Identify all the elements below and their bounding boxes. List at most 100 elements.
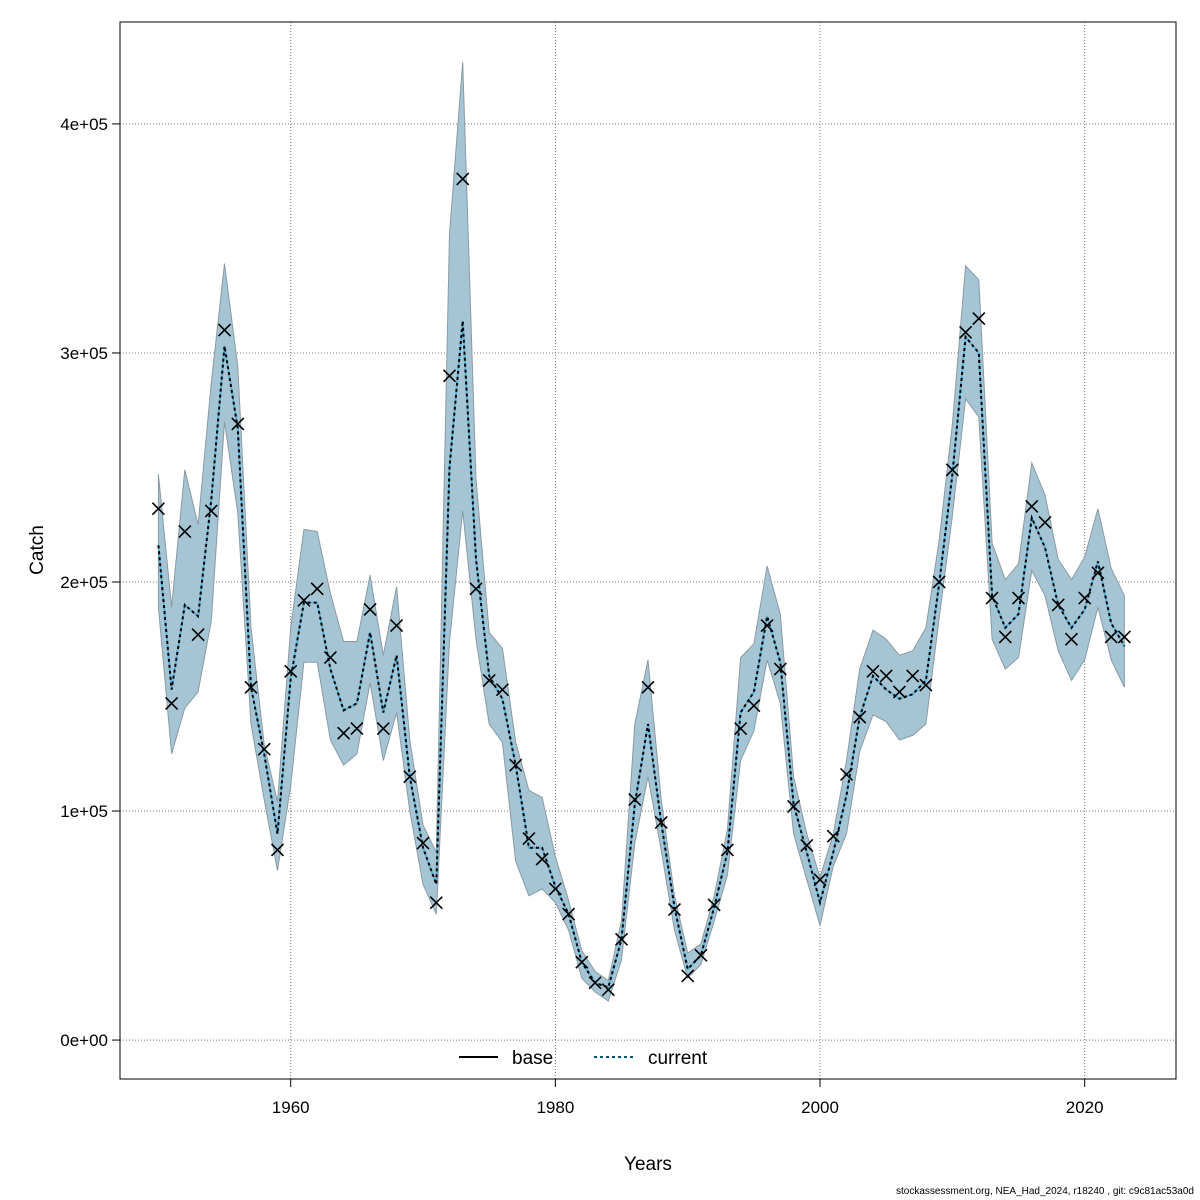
cross-stroke (495, 683, 510, 697)
observed-point (839, 767, 854, 781)
observed-point (495, 683, 510, 697)
cross-stroke (760, 618, 774, 633)
cross-stroke (628, 793, 642, 807)
cross-stroke (747, 699, 761, 713)
cross-stroke (654, 815, 668, 830)
observed-point (879, 669, 893, 683)
observed-point (482, 673, 496, 688)
cross-stroke (456, 172, 470, 186)
observed-point (178, 525, 192, 539)
cross-stroke (800, 838, 814, 852)
cross-stroke (694, 948, 708, 962)
cross-stroke (826, 829, 840, 843)
cross-stroke (363, 602, 377, 617)
observed-point (959, 325, 973, 339)
grid (120, 22, 1176, 1079)
cross-stroke (469, 582, 483, 596)
observed-point (892, 685, 906, 699)
cross-stroke (323, 651, 337, 665)
cross-stroke (1091, 566, 1105, 580)
observed-point (191, 628, 205, 642)
observed-point (284, 664, 298, 678)
observed-point (297, 593, 311, 607)
cross-stroke (522, 831, 536, 846)
observed-markers (151, 172, 1131, 997)
observed-point (747, 699, 761, 713)
observed-point (628, 793, 642, 807)
x-axis-label: Years (624, 1154, 672, 1175)
cross-stroke (734, 722, 748, 736)
observed-point (1078, 591, 1092, 605)
observed-point (853, 710, 867, 724)
cross-stroke (866, 664, 880, 678)
cross-stroke (191, 628, 205, 642)
observed-point (442, 369, 457, 383)
observed-point (654, 815, 668, 830)
cross-stroke (562, 907, 576, 921)
x-tick-label: 2020 (1066, 1098, 1104, 1117)
cross-stroke (165, 696, 179, 710)
observed-point (310, 582, 324, 596)
observed-point (932, 575, 946, 589)
cross-stroke (297, 593, 311, 607)
cross-stroke (839, 767, 854, 781)
observed-point (866, 664, 880, 678)
observed-point (1025, 499, 1039, 513)
observed-point (270, 843, 285, 857)
observed-point (614, 932, 629, 946)
cross-stroke (482, 673, 496, 688)
cross-stroke (1038, 515, 1052, 530)
observed-point (1104, 630, 1118, 644)
cross-stroke (945, 463, 959, 477)
cross-stroke (442, 369, 457, 383)
observed-point (919, 678, 933, 692)
observed-point (535, 852, 549, 866)
cross-stroke (959, 325, 973, 339)
legend-base-label: base (512, 1048, 553, 1069)
cross-stroke (985, 591, 999, 605)
cross-stroke (932, 575, 946, 589)
observed-point (985, 591, 999, 605)
observed-point (509, 758, 523, 772)
observed-point (456, 172, 470, 186)
observed-point (151, 502, 165, 516)
observed-point (403, 770, 417, 784)
observed-point (522, 831, 536, 846)
observed-point (217, 323, 232, 337)
cross-stroke (548, 882, 562, 896)
cross-stroke (535, 852, 549, 866)
cross-stroke (310, 582, 324, 596)
observed-point (376, 722, 390, 736)
cross-stroke (1078, 591, 1092, 605)
cross-stroke (244, 680, 258, 694)
observed-point (813, 873, 827, 887)
cross-stroke (350, 722, 364, 736)
observed-point (1117, 630, 1131, 644)
cross-stroke (217, 323, 232, 337)
cross-stroke (892, 685, 906, 699)
cross-stroke (337, 726, 351, 740)
cross-stroke (204, 504, 218, 518)
cross-stroke (257, 742, 271, 756)
cross-stroke (681, 969, 695, 983)
cross-stroke (1051, 598, 1065, 612)
cross-stroke (231, 417, 245, 431)
observed-point (390, 618, 404, 633)
cross-stroke (1064, 632, 1079, 646)
observed-point (575, 955, 589, 969)
cross-stroke (588, 976, 602, 990)
cross-stroke (376, 722, 390, 736)
cross-stroke (853, 710, 867, 724)
y-tick-label: 3e+05 (60, 344, 108, 363)
observed-point (337, 726, 351, 740)
observed-point (601, 983, 615, 997)
observed-point (165, 696, 179, 710)
observed-point (906, 669, 920, 683)
cross-stroke (972, 312, 986, 326)
observed-point (773, 662, 787, 676)
cross-stroke (614, 932, 629, 946)
cross-stroke (1025, 499, 1039, 513)
observed-point (416, 836, 430, 850)
cross-stroke (1104, 630, 1118, 644)
cross-stroke (403, 770, 417, 784)
